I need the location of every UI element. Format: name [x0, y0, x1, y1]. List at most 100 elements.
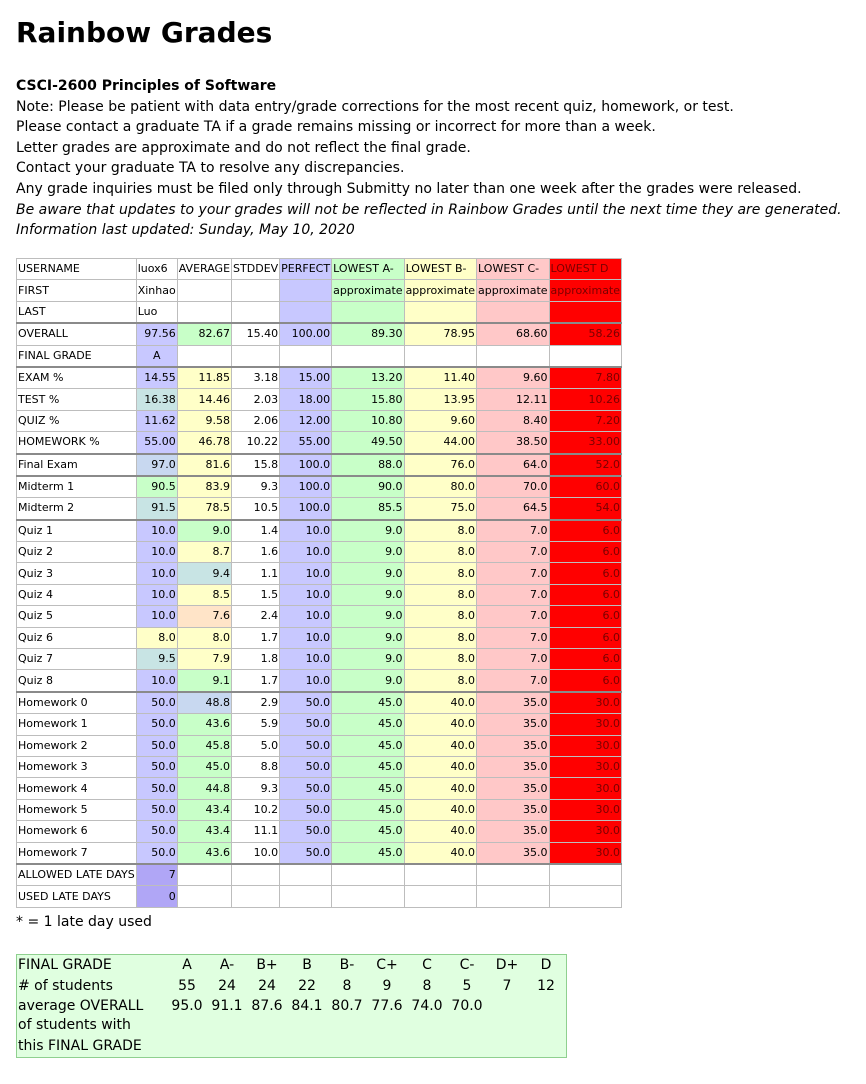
summary-label: this FINAL GRADE — [18, 1037, 142, 1054]
note-line: Please contact a graduate TA if a grade … — [16, 119, 656, 136]
table-cell: 50.0 — [135, 820, 178, 843]
table-row: OVERALL 97.56 82.67 15.40 100.00 89.30 78.95 68… — [16, 322, 623, 346]
summary-grade-cell: C+ — [376, 957, 398, 973]
table-cell: 9.0 — [331, 562, 405, 585]
table-cell: 30.0 — [548, 777, 623, 800]
table-cell — [476, 300, 550, 324]
table-cell: 76.0 — [403, 452, 478, 477]
row-label-cell: Quiz 3 — [16, 562, 137, 585]
table-cell — [403, 885, 478, 908]
summary-average-cell: 87.6 — [251, 998, 283, 1014]
table-cell: 8.0 — [403, 648, 478, 671]
table-cell — [231, 862, 281, 887]
table-cell: 10.2 — [231, 798, 281, 822]
row-label-cell: Midterm 2 — [16, 497, 137, 521]
summary-grade-cell: A — [182, 957, 192, 973]
table-row: Homework 6 50.0 43.4 11.1 50.0 45.0 40.0 35.0 30… — [16, 820, 623, 843]
table-cell: 6.0 — [548, 541, 623, 564]
table-cell: 35.0 — [476, 690, 550, 715]
summary-label-continued: of students with this FINAL GRADE — [18, 1015, 142, 1056]
table-cell: 16.38 — [135, 388, 178, 411]
table-cell: 0 — [135, 885, 178, 908]
table-row: TEST % 16.38 14.46 2.03 18.00 15.80 13.95 12.11… — [16, 388, 623, 411]
table-row: Homework 0 50.0 48.8 2.9 50.0 45.0 40.0 35.0 30.… — [16, 690, 623, 715]
table-cell: 33.00 — [548, 431, 623, 455]
table-cell — [331, 862, 405, 887]
table-cell: 10.80 — [331, 409, 405, 433]
table-cell: 7.0 — [476, 541, 550, 564]
table-cell: 43.6 — [176, 841, 233, 865]
grade-summary-box: FINAL GRADE A A- B+ B B- C+ C C- D+ D # of studen… — [16, 954, 567, 1058]
table-cell: approximate — [331, 279, 405, 302]
summary-average-cell: 74.0 — [411, 998, 443, 1014]
table-cell: 54.0 — [548, 497, 623, 521]
intro-notes: CSCI-2600 Principles of Software Note: P… — [16, 76, 856, 241]
summary-count-cell: 22 — [298, 977, 316, 994]
table-cell: 45.0 — [331, 777, 405, 800]
table-cell: 50.0 — [135, 755, 178, 779]
row-label-cell: Midterm 1 — [16, 474, 137, 499]
last-updated: Information last updated: Sunday, May 10… — [16, 222, 355, 239]
table-row: EXAM % 14.55 11.85 3.18 15.00 13.20 11.40 9.60 7… — [16, 365, 623, 390]
table-cell: 30.0 — [548, 713, 623, 736]
table-cell: 50.0 — [279, 690, 333, 715]
table-cell: 35.0 — [476, 777, 550, 800]
table-cell — [176, 862, 233, 887]
row-label-cell: Quiz 2 — [16, 541, 137, 564]
table-cell: 50.0 — [279, 777, 333, 800]
table-cell: 10.5 — [231, 497, 281, 521]
table-cell: 10.26 — [548, 388, 623, 411]
table-cell: 11.1 — [231, 820, 281, 843]
table-cell: 9.58 — [176, 409, 233, 433]
table-cell: 8.0 — [403, 562, 478, 585]
table-row: Quiz 5 10.0 7.6 2.4 10.0 9.0 8.0 7.0 6.0 — [16, 605, 623, 628]
table-cell: 8.8 — [231, 755, 281, 779]
table-cell — [476, 344, 550, 368]
table-cell: 10.0 — [135, 541, 178, 564]
table-cell: 50.0 — [279, 841, 333, 865]
table-cell: 10.0 — [279, 605, 333, 628]
table-cell: 97.56 — [135, 322, 178, 346]
summary-grade-cell: A- — [219, 957, 235, 973]
table-cell — [548, 344, 623, 368]
summary-average-row: average OVERALL 95.0 91.1 87.6 84.1 80.7 77.6… — [17, 996, 566, 1016]
table-cell: 50.0 — [279, 820, 333, 843]
table-cell: 38.50 — [476, 431, 550, 455]
table-cell: 9.3 — [231, 777, 281, 800]
row-label-cell: USED LATE DAYS — [16, 885, 137, 908]
table-cell: 11.62 — [135, 409, 178, 433]
summary-average-cell: 91.1 — [211, 998, 243, 1014]
row-label-cell: Quiz 5 — [16, 605, 137, 628]
table-cell: 64.5 — [476, 497, 550, 521]
summary-grade-cell: C — [422, 957, 432, 973]
table-cell: 14.55 — [135, 365, 178, 390]
table-cell: 15.00 — [279, 365, 333, 390]
table-cell: 50.0 — [135, 777, 178, 800]
table-cell — [548, 862, 623, 887]
table-row: ALLOWED LATE DAYS 7 — [16, 862, 623, 887]
summary-grade-cell: B- — [339, 957, 355, 973]
table-cell: 2.4 — [231, 605, 281, 628]
table-cell: 45.0 — [331, 820, 405, 843]
table-cell: 7.0 — [476, 583, 550, 607]
row-label-cell: Homework 0 — [16, 690, 137, 715]
summary-grade-cell: D+ — [495, 957, 519, 973]
table-cell: 1.8 — [231, 648, 281, 671]
note-line: Contact your graduate TA to resolve any … — [16, 160, 405, 177]
table-cell: 13.20 — [331, 365, 405, 390]
table-cell: 2.03 — [231, 388, 281, 411]
row-label-cell: EXAM % — [16, 365, 137, 390]
table-cell: 2.9 — [231, 690, 281, 715]
table-cell — [279, 885, 333, 908]
table-cell: 7.20 — [548, 409, 623, 433]
table-cell — [231, 885, 281, 908]
summary-count-row: # of students 55 24 24 22 8 9 8 5 7 12 — [17, 976, 566, 996]
table-cell: 7.0 — [476, 562, 550, 585]
table-row: FINAL GRADE A — [16, 344, 623, 368]
table-cell: 6.0 — [548, 648, 623, 671]
table-row: Homework 5 50.0 43.4 10.2 50.0 45.0 40.0 35.0 30… — [16, 798, 623, 822]
row-label-cell: Homework 6 — [16, 820, 137, 843]
table-cell: 50.0 — [279, 798, 333, 822]
table-cell: 81.6 — [176, 452, 233, 477]
row-label-cell: TEST % — [16, 388, 137, 411]
